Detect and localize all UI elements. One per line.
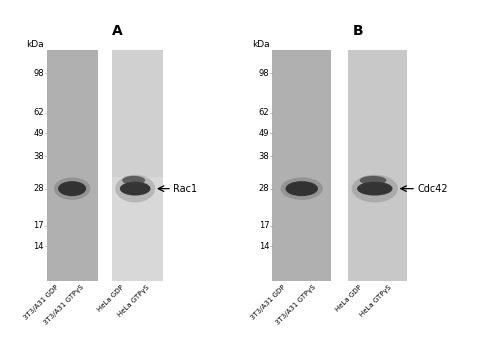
Text: 14: 14 (259, 242, 269, 251)
Text: 28: 28 (33, 184, 44, 193)
Text: 49: 49 (33, 129, 44, 138)
Text: 17: 17 (259, 221, 269, 230)
Text: 38: 38 (33, 152, 44, 161)
Text: HeLa GTPγS: HeLa GTPγS (359, 284, 393, 318)
Text: 17: 17 (33, 221, 44, 230)
Ellipse shape (360, 176, 386, 185)
Ellipse shape (357, 182, 393, 195)
Bar (47, 50, 97, 281)
Bar (112, 177, 163, 281)
Bar (272, 50, 331, 281)
Text: 62: 62 (33, 108, 44, 117)
Text: 28: 28 (259, 184, 269, 193)
Ellipse shape (122, 176, 145, 185)
Text: 38: 38 (259, 152, 269, 161)
Ellipse shape (281, 177, 323, 200)
Text: 98: 98 (33, 69, 44, 78)
Text: 62: 62 (259, 108, 269, 117)
Bar (348, 50, 408, 281)
Text: B: B (352, 24, 363, 38)
Ellipse shape (120, 182, 151, 195)
Text: kDa: kDa (252, 40, 270, 49)
Text: HeLa GTPγS: HeLa GTPγS (117, 284, 151, 318)
Text: kDa: kDa (26, 40, 44, 49)
Text: Rac1: Rac1 (173, 184, 197, 194)
Text: HeLa GDP: HeLa GDP (96, 284, 125, 312)
Bar (112, 50, 163, 281)
Ellipse shape (352, 175, 398, 202)
Text: A: A (112, 24, 123, 38)
Text: 3T3/A31 GDP: 3T3/A31 GDP (22, 284, 60, 321)
Text: Cdc42: Cdc42 (418, 184, 448, 194)
Ellipse shape (58, 181, 86, 196)
Ellipse shape (286, 181, 318, 196)
Ellipse shape (115, 175, 155, 202)
Text: 49: 49 (259, 129, 269, 138)
Ellipse shape (54, 177, 90, 200)
Text: 3T3/A31 GTPγS: 3T3/A31 GTPγS (275, 284, 316, 326)
Text: 14: 14 (33, 242, 44, 251)
Text: 3T3/A31 GDP: 3T3/A31 GDP (250, 284, 287, 321)
Text: HeLa GDP: HeLa GDP (334, 284, 363, 312)
Text: 3T3/A31 GTPγS: 3T3/A31 GTPγS (43, 284, 85, 326)
Text: 98: 98 (259, 69, 269, 78)
